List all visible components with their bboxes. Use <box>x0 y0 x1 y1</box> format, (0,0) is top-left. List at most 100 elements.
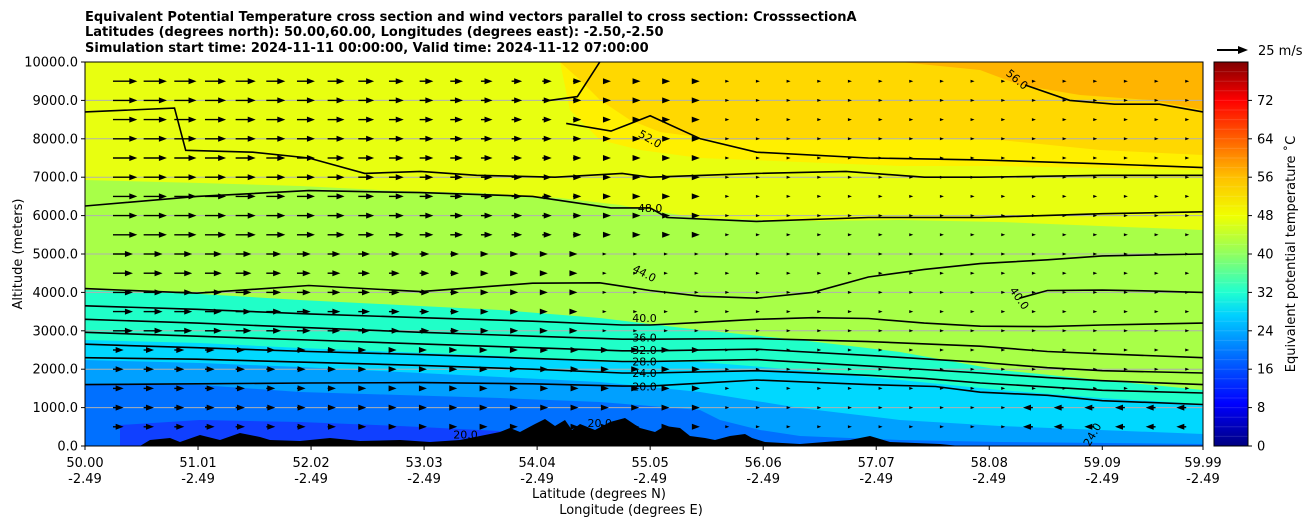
wind-arrow-head <box>725 214 730 218</box>
wind-arrow-head <box>631 366 640 373</box>
wind-arrow-head <box>388 366 397 373</box>
wind-arrow-head <box>247 135 256 142</box>
wind-arrow-head <box>939 214 944 218</box>
wind-arrow-head <box>306 193 315 200</box>
wind-arrow-head <box>939 252 944 256</box>
wind-arrow-head <box>395 116 404 123</box>
wind-arrow-head <box>691 347 700 353</box>
wind-arrow-head <box>1062 386 1067 390</box>
wind-arrow-head <box>633 329 638 333</box>
wind-arrow-head <box>817 137 822 141</box>
wind-arrow-head <box>817 310 822 314</box>
wind-arrow-head <box>218 97 227 104</box>
wind-arrow-head <box>847 233 852 237</box>
wind-arrow-head <box>847 290 852 294</box>
wind-arrow-head <box>1185 175 1190 179</box>
wind-arrow-head <box>129 155 138 161</box>
colorbar-label: Equivalent potential temperature ˚C <box>1283 136 1299 372</box>
wind-arrow-head <box>115 385 124 392</box>
wind-arrow-head <box>454 212 463 219</box>
wind-arrow-head <box>158 231 167 238</box>
wind-arrow-head <box>421 270 430 277</box>
wind-arrow-head <box>573 97 582 104</box>
wind-arrow-head <box>1093 271 1098 275</box>
wind-arrow-head <box>336 135 345 142</box>
wind-arrow-head <box>817 271 822 275</box>
wind-arrow-head <box>662 193 671 200</box>
wind-arrow-head <box>332 289 341 296</box>
wind-arrow-head <box>539 327 548 334</box>
wind-arrow-head <box>725 290 730 294</box>
wind-arrow-head <box>755 406 760 410</box>
wind-arrow-head <box>332 308 341 315</box>
contour-line <box>85 379 1203 406</box>
wind-arrow-head <box>391 327 400 334</box>
wind-arrow-head <box>277 174 286 181</box>
wind-arrow-head <box>129 78 138 85</box>
wind-arrow-head <box>514 193 523 200</box>
wind-arrow-head <box>878 98 883 102</box>
wind-arrow-head <box>817 252 822 256</box>
wind-arrow-head <box>786 310 791 314</box>
wind-arrow-head <box>786 271 791 275</box>
wind-arrow-head <box>1123 118 1128 122</box>
wind-arrow-head <box>1154 137 1159 141</box>
wind-arrow-head <box>129 116 138 123</box>
wind-arrow-head <box>1093 329 1098 333</box>
wind-arrow-head <box>1123 310 1128 314</box>
wind-arrow-head <box>510 289 519 296</box>
wind-arrow-head <box>1123 79 1128 83</box>
title-line-3: Simulation start time: 2024-11-11 00:00:… <box>85 41 649 56</box>
contour-line <box>85 331 1203 374</box>
x-tick-label-lat: 50.00 <box>66 456 103 471</box>
wind-arrow-head <box>755 290 760 294</box>
wind-arrow-head <box>154 289 163 296</box>
wind-arrow-head <box>786 214 791 218</box>
wind-arrow-head <box>273 251 282 257</box>
wind-arrow-head <box>632 135 641 142</box>
wind-arrow-head <box>569 327 578 334</box>
wind-arrow-head <box>909 156 914 160</box>
wind-arrow-head <box>188 155 197 161</box>
wind-arrow-head <box>154 251 163 257</box>
wind-arrow-head <box>154 327 163 334</box>
wind-arrow-head <box>543 193 552 200</box>
wind-vectors <box>112 78 1190 430</box>
wind-arrow-head <box>327 366 336 373</box>
x-tick-label-lon: -2.49 <box>407 472 441 487</box>
wind-arrow-head <box>909 194 914 198</box>
wind-arrow-head <box>1114 404 1123 411</box>
wind-arrow-head <box>1154 156 1159 160</box>
wind-arrow-head <box>1185 156 1190 160</box>
wind-arrow-head <box>1154 233 1159 237</box>
colorbar: 0 8 16 24 32 40 48 56 64 72 Equivalent potential … <box>1213 61 1299 455</box>
wind-arrow-head <box>362 289 371 296</box>
wind-arrow-head <box>1001 194 1006 198</box>
wind-arrow-head <box>454 155 463 161</box>
x-tick-label-lat: 53.03 <box>405 456 442 471</box>
wind-arrow-head <box>725 252 730 256</box>
wind-arrow-head <box>306 116 315 123</box>
wind-arrow-head <box>1093 214 1098 218</box>
contour-label: 32.0 <box>632 344 657 357</box>
wind-arrow-head <box>1145 404 1154 411</box>
title-line-1: Equivalent Potential Temperature cross s… <box>85 10 857 25</box>
wind-arrow-head <box>1062 79 1067 83</box>
wind-arrow-head <box>218 116 227 123</box>
wind-arrow-head <box>454 135 463 142</box>
wind-arrow-head <box>543 97 552 104</box>
colorbar-tick-label: 64 <box>1257 132 1274 147</box>
contour-label: 48.0 <box>638 202 663 215</box>
wind-arrow-head <box>418 347 427 353</box>
wind-arrow-head <box>1031 290 1036 294</box>
wind-arrow-head <box>336 174 345 181</box>
wind-arrow-head <box>600 385 609 392</box>
wind-arrow-head <box>1062 118 1067 122</box>
wind-arrow-head <box>115 347 124 353</box>
wind-arrow-head <box>480 251 489 257</box>
wind-arrow-head <box>909 406 914 410</box>
wind-arrow-head <box>878 425 883 429</box>
wind-arrow-head <box>1185 118 1190 122</box>
wind-arrow-head <box>1154 367 1159 371</box>
wind-arrow-head <box>484 212 493 219</box>
